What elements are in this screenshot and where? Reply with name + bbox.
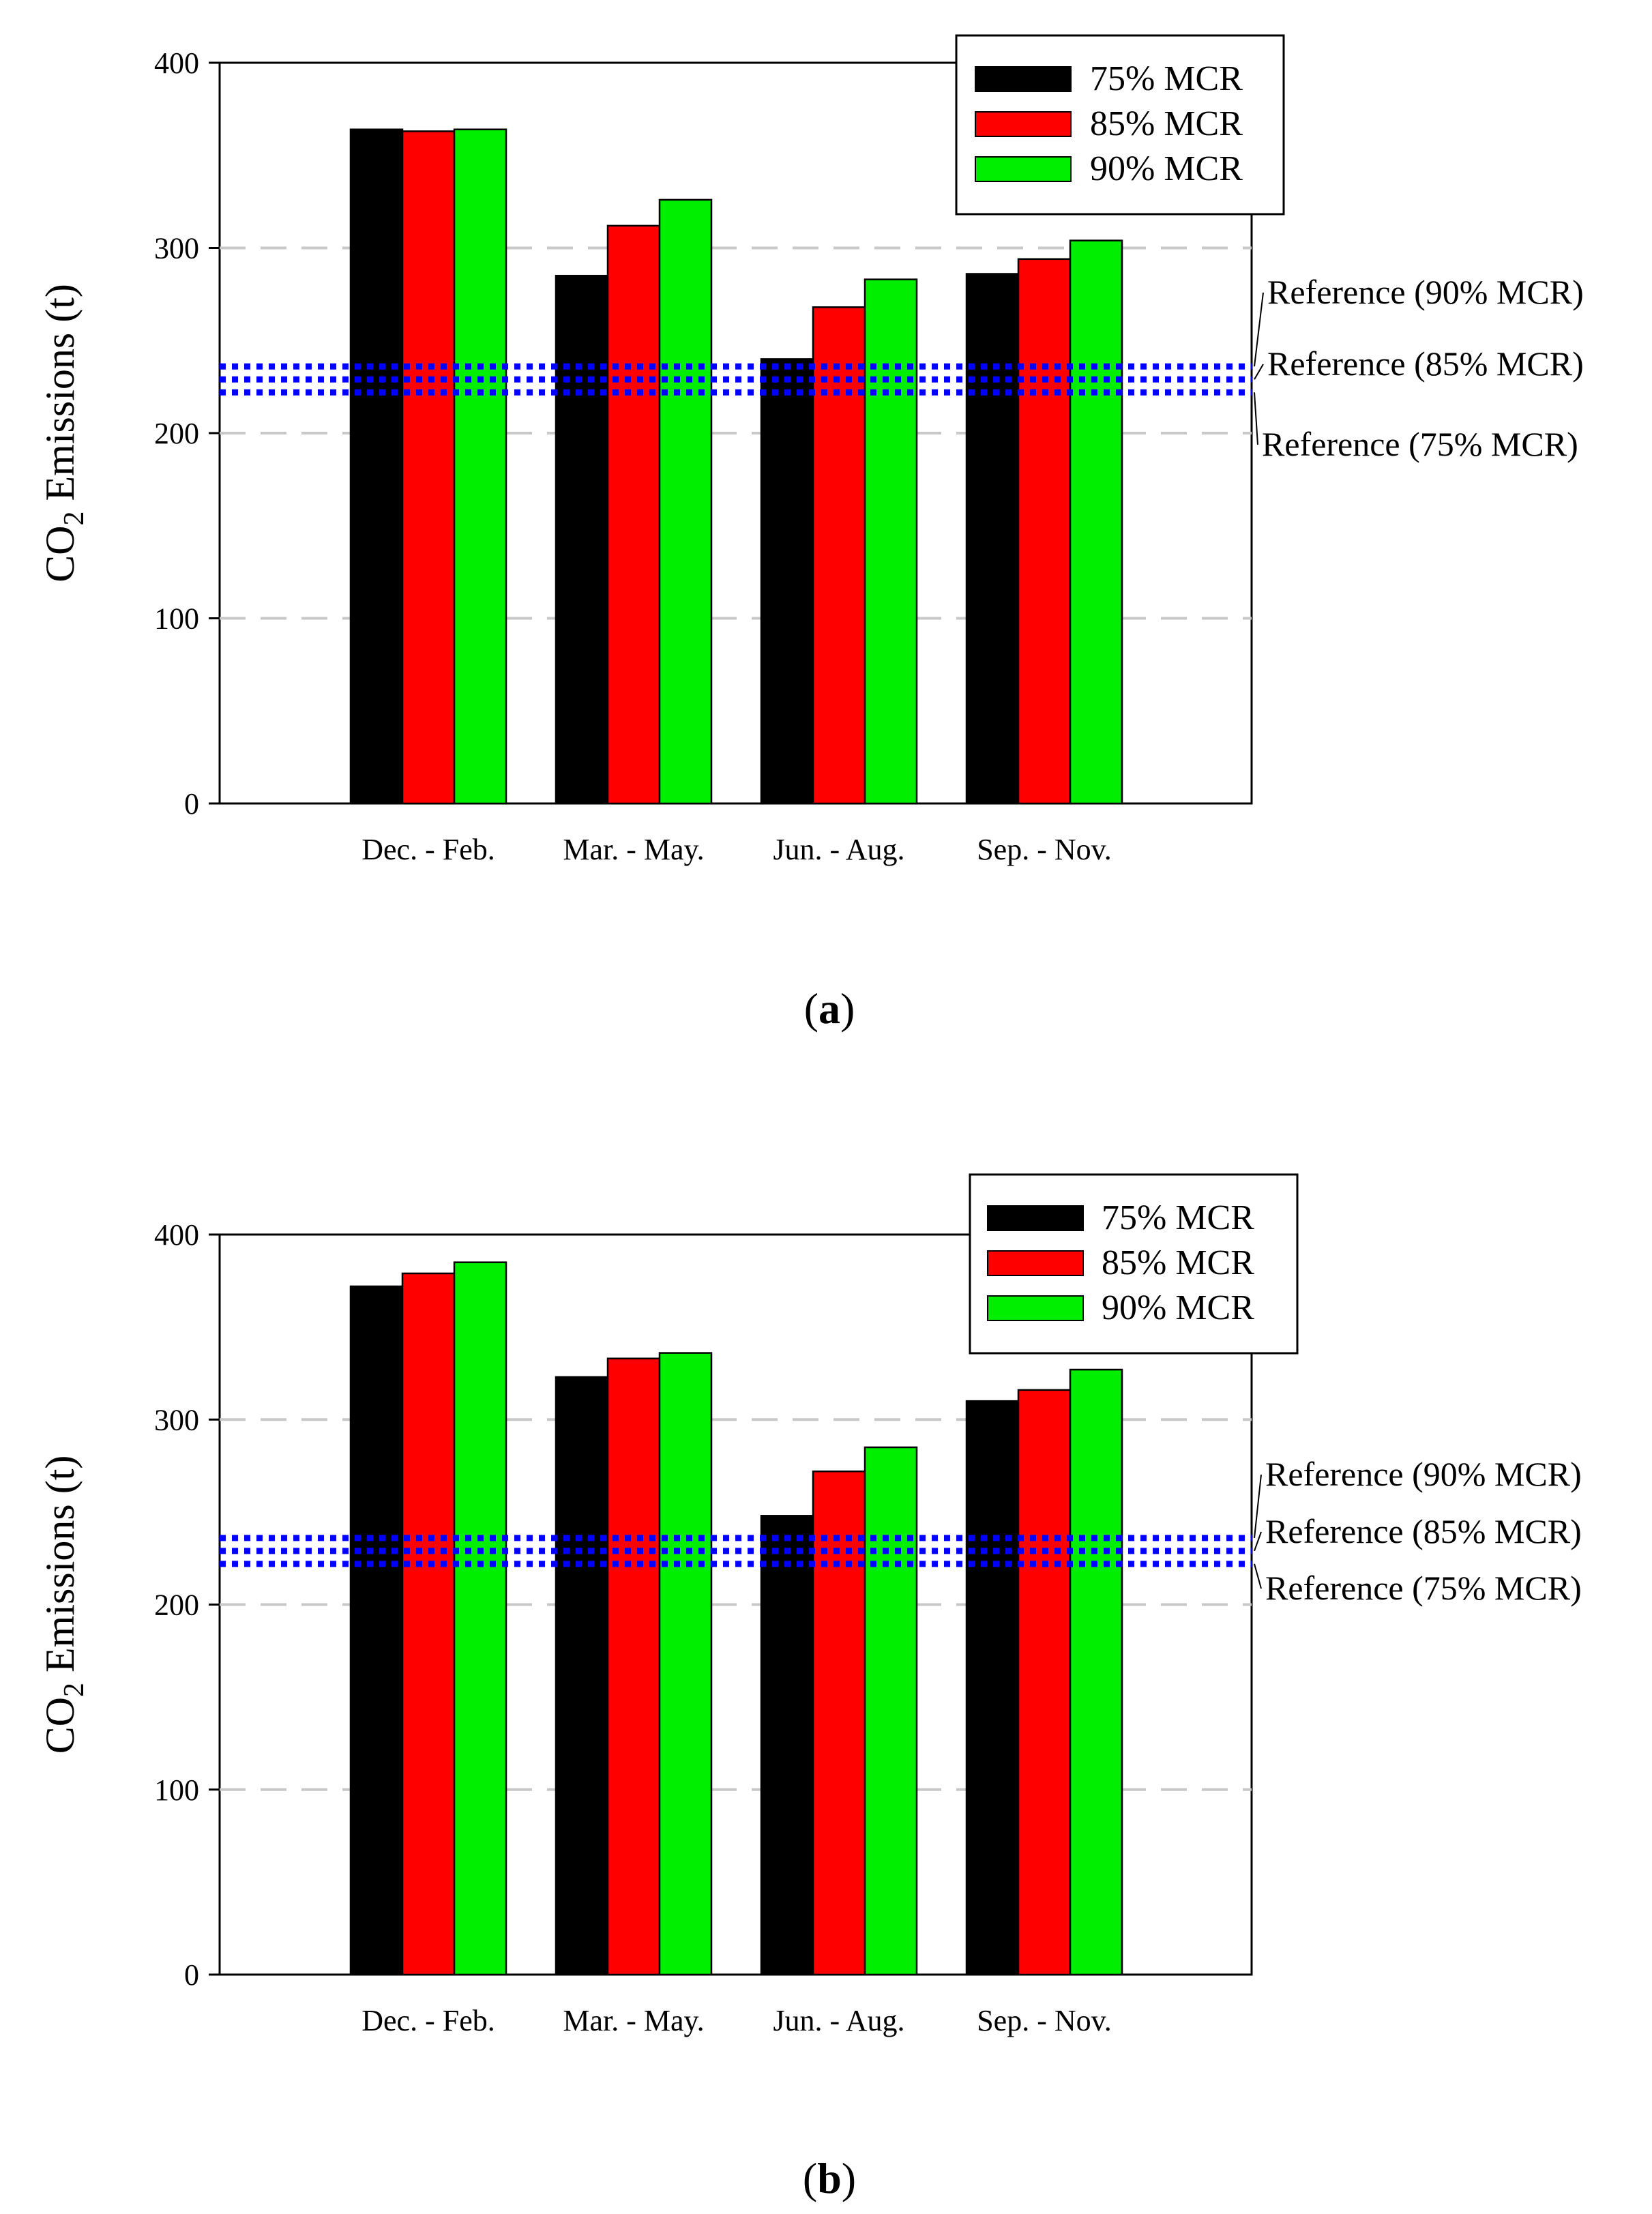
bar xyxy=(760,358,814,805)
panel-label: (a) xyxy=(804,984,855,1033)
x-category-label: Mar. - May. xyxy=(563,2004,704,2037)
legend-swatch xyxy=(975,111,1072,137)
y-tick-label: 100 xyxy=(154,602,199,636)
bar xyxy=(1017,258,1072,805)
legend-entry: 75% MCR xyxy=(1102,1198,1254,1237)
bar xyxy=(658,1352,713,1976)
reference-leader-line xyxy=(1254,1474,1262,1538)
x-category-label: Dec. - Feb. xyxy=(362,2004,495,2037)
bar xyxy=(658,198,713,805)
bar xyxy=(760,1515,814,1976)
legend-entry: 90% MCR xyxy=(1102,1288,1254,1327)
bar xyxy=(401,130,456,805)
bar xyxy=(812,306,866,805)
y-tick-label: 300 xyxy=(154,232,199,265)
y-tick-label: 400 xyxy=(154,1218,199,1252)
legend-swatch xyxy=(975,66,1072,92)
reference-leader-line xyxy=(1254,1563,1262,1589)
bar xyxy=(812,1470,866,1976)
y-axis-label: CO2 Emissions (t) xyxy=(38,284,90,582)
legend-entry: 90% MCR xyxy=(1090,149,1243,188)
reference-leader-line xyxy=(1254,392,1258,445)
legend-swatch xyxy=(987,1295,1084,1321)
y-tick-label: 200 xyxy=(154,417,199,450)
bar xyxy=(453,1261,507,1976)
reference-leader-line xyxy=(1254,364,1264,380)
reference-label: Reference (85% MCR) xyxy=(1267,344,1584,383)
legend-swatch xyxy=(987,1205,1084,1231)
x-category-label: Mar. - May. xyxy=(563,833,704,866)
x-category-label: Sep. - Nov. xyxy=(977,833,1112,866)
bar xyxy=(965,1400,1020,1976)
bar xyxy=(1069,239,1123,805)
y-tick-label: 400 xyxy=(154,46,199,80)
legend-entry: 85% MCR xyxy=(1102,1243,1254,1282)
legend-swatch xyxy=(975,156,1072,182)
reference-label: Reference (75% MCR) xyxy=(1265,1569,1582,1607)
bar xyxy=(349,1285,404,1976)
bar xyxy=(965,273,1020,805)
reference-label: Reference (75% MCR) xyxy=(1262,425,1578,463)
legend-entry: 85% MCR xyxy=(1090,104,1243,143)
x-category-label: Jun. - Aug. xyxy=(773,2004,904,2037)
reference-label: Reference (85% MCR) xyxy=(1265,1512,1582,1550)
bar xyxy=(1017,1389,1072,1976)
bar xyxy=(864,1446,918,1976)
reference-leader-line xyxy=(1254,1531,1262,1552)
x-category-label: Jun. - Aug. xyxy=(773,833,904,866)
bar xyxy=(349,128,404,805)
reference-leader-line xyxy=(1254,292,1264,367)
y-tick-label: 200 xyxy=(154,1589,199,1622)
chart-panel-b: 0 100 200 300 400 CO2 Emissions (t) Dec. - Feb… xyxy=(38,1173,1582,2202)
panel-label: (b) xyxy=(803,2154,856,2202)
bar xyxy=(1069,1368,1123,1976)
y-tick-label: 100 xyxy=(154,1773,199,1807)
chart-panel-a: 0 100 200 300 400 CO2 Emissions (t) Dec. - Feb… xyxy=(38,34,1584,1033)
y-tick-label: 0 xyxy=(184,787,199,821)
bar xyxy=(401,1272,456,1976)
bar xyxy=(555,274,609,805)
legend-entry: 75% MCR xyxy=(1090,59,1243,98)
y-tick-label: 300 xyxy=(154,1403,199,1436)
bar xyxy=(453,128,507,805)
reference-label: Reference (90% MCR) xyxy=(1267,273,1584,311)
x-category-label: Sep. - Nov. xyxy=(977,2004,1112,2037)
legend-swatch xyxy=(987,1250,1084,1276)
bar xyxy=(555,1376,609,1976)
bar xyxy=(606,1357,661,1976)
y-axis-label: CO2 Emissions (t) xyxy=(38,1456,90,1754)
bar xyxy=(864,278,918,805)
x-category-label: Dec. - Feb. xyxy=(362,833,495,866)
reference-label: Reference (90% MCR) xyxy=(1265,1455,1582,1493)
y-tick-label: 0 xyxy=(184,1958,199,1992)
bar xyxy=(606,224,661,805)
